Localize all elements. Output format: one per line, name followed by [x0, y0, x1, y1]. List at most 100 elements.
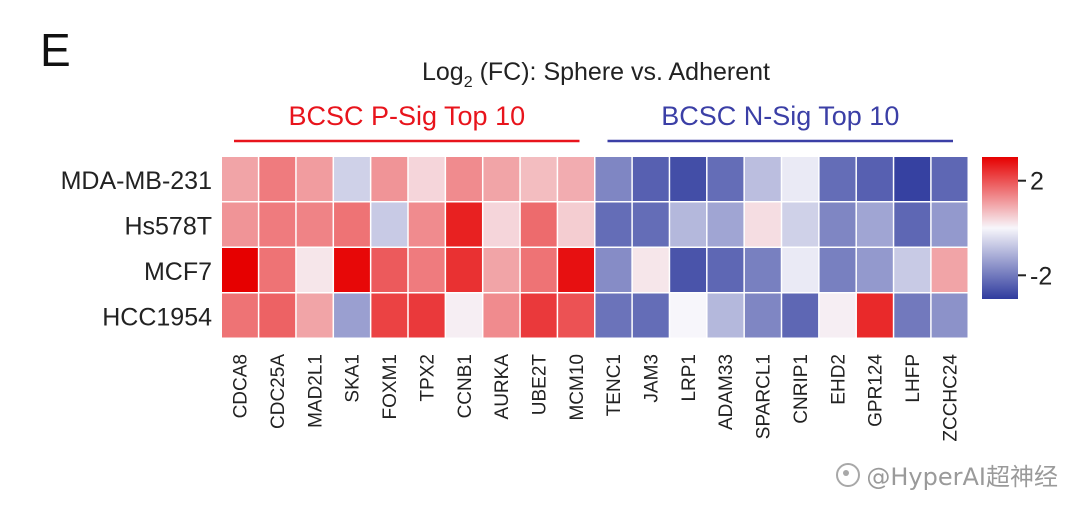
- heatmap-cell: [259, 293, 296, 338]
- column-label: LHFP: [903, 354, 924, 403]
- column-label: ZCCHC24: [940, 354, 961, 442]
- heatmap-cell: [222, 157, 258, 201]
- heatmap-cell: [819, 293, 856, 338]
- heatmap-cell: [520, 157, 557, 201]
- heatmap-cell: [408, 157, 445, 201]
- heatmap-cell: [931, 248, 968, 292]
- heatmap-cell: [894, 157, 931, 201]
- title-suffix: (FC): Sphere vs. Adherent: [473, 58, 770, 86]
- heatmap-cell: [670, 248, 707, 292]
- heatmap-cell: [595, 157, 632, 201]
- heatmap-cell: [744, 157, 781, 201]
- heatmap-cell: [595, 248, 632, 292]
- heatmap-cell: [894, 293, 931, 338]
- heatmap-cell: [371, 293, 408, 338]
- heatmap-cell: [707, 248, 744, 292]
- heatmap-cell: [931, 293, 968, 338]
- heatmap-cell: [520, 293, 557, 338]
- row-label: Hs578T: [124, 212, 212, 240]
- row-label: MDA-MB-231: [61, 167, 212, 195]
- heatmap-cell: [259, 202, 296, 247]
- heatmap-cell: [744, 248, 781, 292]
- title-subscript: 2: [464, 74, 473, 91]
- row-labels: MDA-MB-231 Hs578T MCF7 HCC1954: [61, 167, 213, 331]
- column-label: LRP1: [679, 354, 700, 402]
- heatmap-cell: [483, 157, 520, 201]
- heatmap-cell: [670, 157, 707, 201]
- heatmap-cell: [483, 202, 520, 247]
- watermark: @HyperAI超神经: [836, 457, 1058, 492]
- colorbar-ticks: 2 -2: [1018, 168, 1052, 290]
- column-labels: CDCA8 CDC25A MAD2L1 SKA1 FOXM1 TPX2 CCNB1 AURKA…: [231, 354, 962, 442]
- column-label: ADAM33: [716, 354, 737, 430]
- heatmap-cell: [222, 248, 258, 292]
- row-label: MCF7: [144, 258, 212, 286]
- heatmap-cell: [558, 202, 594, 247]
- column-label: CCNB1: [455, 354, 476, 418]
- heatmap-cell: [931, 157, 968, 201]
- heatmap-cell: [856, 157, 893, 201]
- heatmap-cell: [334, 157, 370, 201]
- heatmap-cell: [558, 157, 594, 201]
- heatmap-cell: [222, 293, 258, 338]
- column-label: GPR124: [866, 354, 887, 427]
- heatmap-cell: [296, 157, 333, 201]
- heatmap-cell: [334, 202, 370, 247]
- heatmap-cell: [782, 293, 819, 338]
- heatmap-cell: [371, 248, 408, 292]
- heatmap-cell: [744, 202, 781, 247]
- column-label: MCM10: [567, 354, 588, 421]
- heatmap-cell: [408, 293, 445, 338]
- heatmap-cell: [819, 248, 856, 292]
- column-label: TENC1: [604, 354, 625, 416]
- heatmap-cell: [595, 202, 632, 247]
- column-label: FOXM1: [380, 354, 401, 419]
- heatmap-cell: [632, 248, 669, 292]
- heatmap-cell: [670, 293, 707, 338]
- group-label: BCSC P-Sig Top 10: [288, 101, 525, 131]
- heatmap-cell: [334, 248, 370, 292]
- heatmap-cell: [259, 248, 296, 292]
- heatmap-cell: [334, 293, 370, 338]
- heatmap-cell: [483, 293, 520, 338]
- column-label: MAD2L1: [305, 354, 326, 428]
- heatmap-cell: [632, 157, 669, 201]
- heatmap-cell: [371, 157, 408, 201]
- heatmap-cell: [707, 293, 744, 338]
- colorbar-tick-label: -2: [1030, 262, 1052, 290]
- heatmap-cell: [520, 202, 557, 247]
- heatmap-cell: [446, 293, 482, 338]
- group-label: BCSC N-Sig Top 10: [661, 101, 899, 131]
- group-headers: BCSC P-Sig Top 10 BCSC N-Sig Top 10: [234, 101, 953, 143]
- heatmap-cell: [595, 293, 632, 338]
- heatmap-cell: [446, 157, 482, 201]
- heatmap-cell: [894, 202, 931, 247]
- heatmap-cell: [259, 157, 296, 201]
- heatmap-cell: [782, 248, 819, 292]
- column-label: SKA1: [343, 354, 364, 403]
- row-label: HCC1954: [102, 303, 212, 331]
- heatmap-cell: [371, 202, 408, 247]
- heatmap-cell: [408, 202, 445, 247]
- column-label: CNRIP1: [791, 354, 812, 424]
- weibo-logo-icon: [836, 462, 861, 487]
- heatmap-cell: [296, 248, 333, 292]
- heatmap-cell: [296, 202, 333, 247]
- heatmap-cell: [744, 293, 781, 338]
- heatmap-cell: [856, 293, 893, 338]
- watermark-text: @HyperAI超神经: [866, 463, 1058, 491]
- title-prefix: Log: [422, 58, 464, 86]
- heatmap-cell: [296, 293, 333, 338]
- heatmap-cell: [632, 202, 669, 247]
- column-label: EHD2: [828, 354, 849, 405]
- heatmap-cell: [558, 248, 594, 292]
- heatmap-cell: [670, 202, 707, 247]
- heatmap-cell: [707, 202, 744, 247]
- heatmap-cell: [222, 202, 258, 247]
- heatmap-cells: [222, 157, 968, 338]
- heatmap-cell: [483, 248, 520, 292]
- heatmap-cell: [632, 293, 669, 338]
- heatmap-cell: [446, 248, 482, 292]
